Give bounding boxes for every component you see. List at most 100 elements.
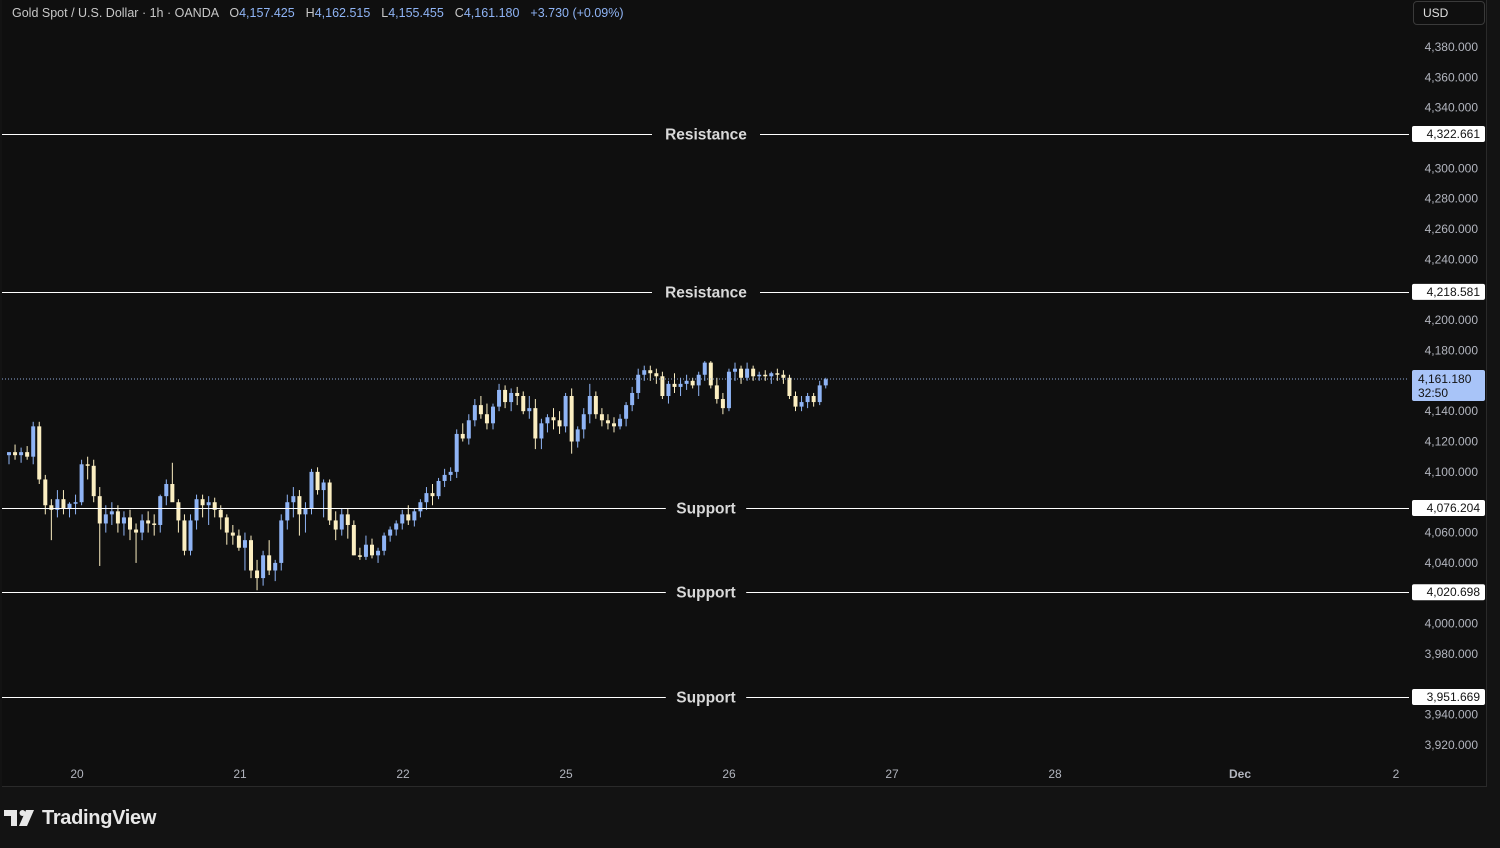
candle[interactable] (624, 402, 629, 427)
tradingview-logo[interactable]: TradingView (4, 806, 156, 830)
candle[interactable] (140, 514, 145, 541)
candle[interactable] (720, 392, 725, 415)
candle[interactable] (128, 509, 132, 541)
candle[interactable] (291, 487, 296, 518)
candle[interactable] (351, 520, 356, 556)
candle[interactable] (805, 392, 810, 409)
candle[interactable] (666, 380, 671, 404)
candle[interactable] (224, 514, 229, 545)
candle[interactable] (491, 403, 495, 430)
candle[interactable] (164, 479, 169, 506)
candle[interactable] (255, 559, 260, 591)
candle[interactable] (648, 365, 653, 381)
candle[interactable] (170, 462, 175, 503)
candle[interactable] (436, 477, 441, 500)
candle[interactable] (618, 414, 623, 430)
candle[interactable] (563, 392, 568, 433)
candle[interactable] (442, 468, 447, 488)
candle[interactable] (472, 399, 477, 427)
candle[interactable] (642, 365, 647, 381)
candle[interactable] (37, 421, 42, 485)
candle[interactable] (49, 499, 54, 541)
candle[interactable] (412, 508, 417, 527)
candle[interactable] (823, 377, 828, 389)
candle[interactable] (678, 377, 683, 396)
candle[interactable] (763, 370, 768, 381)
candle[interactable] (781, 370, 786, 384)
candle[interactable] (587, 383, 592, 424)
candle[interactable] (660, 371, 665, 400)
candle[interactable] (575, 426, 580, 448)
candle[interactable] (448, 467, 453, 481)
candle[interactable] (7, 452, 11, 465)
candle[interactable] (267, 540, 272, 576)
candle[interactable] (521, 391, 526, 415)
candle[interactable] (285, 494, 290, 530)
candle[interactable] (376, 547, 381, 563)
candle[interactable] (363, 535, 368, 560)
candle[interactable] (249, 535, 253, 579)
candle[interactable] (345, 508, 350, 539)
candle[interactable] (370, 538, 374, 559)
candle[interactable] (176, 499, 181, 533)
candle[interactable] (218, 505, 223, 530)
candle[interactable] (478, 396, 483, 419)
candle[interactable] (146, 511, 151, 533)
candle[interactable] (739, 365, 744, 384)
candle[interactable] (527, 396, 532, 419)
candle[interactable] (19, 447, 24, 463)
candle[interactable] (630, 386, 635, 412)
candle[interactable] (321, 479, 326, 518)
candle[interactable] (230, 524, 235, 545)
time-axis[interactable]: 20 21 22 25 26 27 28 Dec 2 (70, 767, 1399, 781)
candle[interactable] (327, 479, 332, 525)
candle[interactable] (551, 408, 556, 430)
candle[interactable] (811, 392, 816, 407)
candle[interactable] (684, 374, 689, 390)
candle[interactable] (484, 403, 489, 430)
candle[interactable] (733, 362, 737, 381)
candle[interactable] (430, 484, 435, 506)
candle[interactable] (454, 429, 459, 478)
candle[interactable] (400, 509, 405, 530)
candle[interactable] (690, 377, 695, 389)
candle[interactable] (134, 523, 139, 563)
candle[interactable] (569, 388, 574, 454)
chart-pane[interactable]: Resistance Resistance Support Support Suppor… (2, 0, 1487, 787)
price-chart[interactable]: Resistance Resistance Support Support Suppor… (2, 0, 1487, 787)
candle[interactable] (745, 362, 750, 381)
candle[interactable] (769, 371, 774, 384)
candle[interactable] (188, 514, 193, 556)
candle[interactable] (394, 520, 399, 536)
candle[interactable] (339, 508, 344, 536)
candle[interactable] (672, 373, 677, 393)
candle[interactable] (103, 505, 108, 533)
candle[interactable] (279, 514, 284, 571)
candle[interactable] (751, 365, 756, 381)
candle[interactable] (309, 468, 314, 515)
candle[interactable] (121, 511, 126, 536)
candle[interactable] (509, 388, 514, 412)
candle[interactable] (497, 383, 502, 412)
candle[interactable] (726, 368, 731, 412)
candle[interactable] (636, 368, 641, 400)
candle[interactable] (67, 502, 72, 518)
candle[interactable] (696, 371, 701, 396)
candle[interactable] (206, 496, 211, 525)
candle[interactable] (708, 361, 713, 389)
candle[interactable] (466, 414, 471, 445)
candle[interactable] (557, 411, 562, 434)
candle[interactable] (236, 529, 241, 551)
candle[interactable] (182, 514, 187, 556)
candle[interactable] (91, 459, 96, 503)
support-level[interactable]: Support (2, 583, 1409, 602)
candle[interactable] (388, 526, 393, 542)
candle[interactable] (79, 459, 84, 506)
candle[interactable] (424, 487, 429, 510)
candle[interactable] (757, 371, 762, 381)
candle[interactable] (97, 487, 102, 566)
candle[interactable] (702, 361, 707, 381)
candle[interactable] (212, 497, 217, 518)
candle[interactable] (817, 380, 822, 406)
candle[interactable] (612, 417, 616, 433)
